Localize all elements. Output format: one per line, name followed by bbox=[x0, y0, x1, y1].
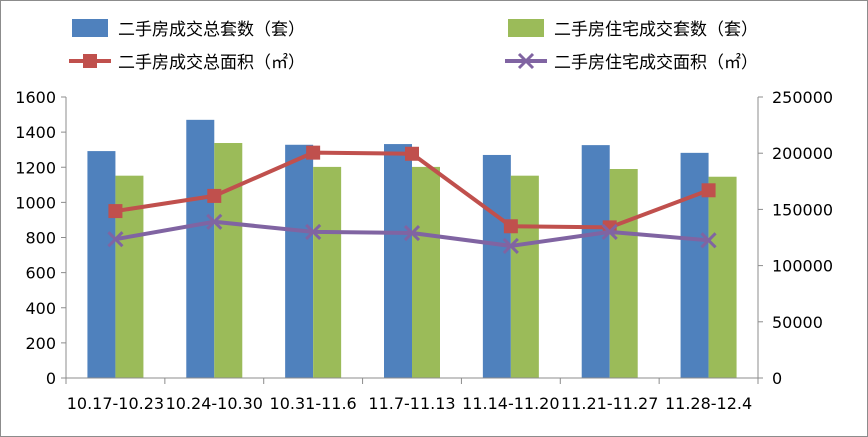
point-total-area-6 bbox=[701, 183, 716, 198]
y-right-tick-label: 200000 bbox=[772, 144, 833, 163]
bar-residential-units-3 bbox=[412, 166, 440, 378]
point-total-area-2 bbox=[306, 145, 321, 160]
y-left-tick-label: 1000 bbox=[15, 193, 56, 212]
bar-total-units-3 bbox=[384, 144, 412, 378]
x-tick-label: 10.31-11.6 bbox=[270, 394, 357, 413]
y-left-tick-label: 400 bbox=[25, 299, 56, 318]
y-left-tick-label: 600 bbox=[25, 264, 56, 283]
y-left-tick-label: 800 bbox=[25, 229, 56, 248]
bars bbox=[87, 119, 737, 379]
bar-residential-units-2 bbox=[313, 166, 342, 378]
bar-total-units-2 bbox=[285, 144, 314, 378]
legend-swatch bbox=[72, 19, 108, 37]
point-residential-area-0 bbox=[107, 231, 124, 248]
legend: 二手房成交总套数（套） 二手房住宅成交套数（套） 二手房成交总面积（㎡） 二手房住宅成… bbox=[69, 19, 758, 73]
y-right-tick-label: 100000 bbox=[772, 257, 833, 276]
y-left-tick-label: 1600 bbox=[15, 88, 56, 107]
y-right-tick-label: 50000 bbox=[772, 313, 823, 332]
point-total-area-3 bbox=[405, 146, 419, 161]
bar-residential-units-1 bbox=[214, 143, 243, 378]
lines bbox=[107, 145, 717, 254]
point-residential-area-1 bbox=[206, 213, 223, 230]
y-left-tick-label: 0 bbox=[46, 369, 56, 388]
point-residential-area-6 bbox=[700, 232, 717, 249]
bar-residential-units-6 bbox=[708, 176, 737, 378]
legend-label: 二手房住宅成交套数（套） bbox=[554, 20, 758, 40]
legend-swatch bbox=[508, 19, 544, 37]
y-right-tick-label: 250000 bbox=[772, 88, 833, 107]
point-residential-area-2 bbox=[305, 223, 322, 240]
x-tick-label: 10.17-10.23 bbox=[67, 394, 164, 413]
point-total-area-1 bbox=[207, 188, 222, 203]
point-total-area-0 bbox=[108, 204, 123, 219]
y-right-tick-label: 150000 bbox=[772, 200, 833, 219]
bar-total-units-5 bbox=[581, 145, 610, 378]
bar-total-units-0 bbox=[87, 151, 116, 378]
x-tick-label: 11.21-11.27 bbox=[561, 394, 658, 413]
legend-item-0: 二手房成交总套数（套） bbox=[72, 19, 305, 40]
legend-item-3: 二手房住宅成交面积（㎡） bbox=[505, 52, 758, 73]
point-residential-area-5 bbox=[601, 223, 618, 240]
bar-residential-units-4 bbox=[510, 175, 539, 378]
x-tick-label: 11.14-11.20 bbox=[462, 394, 559, 413]
x-tick-label: 10.24-10.30 bbox=[166, 394, 263, 413]
legend-swatch bbox=[69, 54, 111, 68]
axes: 0 200 400 600 800 1000 1200 1400 1600 0 50000 10000… bbox=[15, 88, 833, 413]
legend-label: 二手房成交总面积（㎡） bbox=[118, 53, 305, 73]
point-total-area-4 bbox=[503, 219, 518, 234]
x-tick-label: 11.28-12.4 bbox=[665, 394, 752, 413]
legend-item-2: 二手房成交总面积（㎡） bbox=[69, 53, 305, 73]
legend-label: 二手房住宅成交面积（㎡） bbox=[554, 53, 758, 73]
point-residential-area-4 bbox=[502, 237, 519, 254]
y-left-tick-label: 1400 bbox=[15, 123, 56, 142]
legend-label: 二手房成交总套数（套） bbox=[118, 20, 305, 40]
point-residential-area-3 bbox=[403, 224, 421, 242]
x-tick-label: 11.7-11.13 bbox=[368, 394, 455, 413]
legend-item-1: 二手房住宅成交套数（套） bbox=[508, 19, 758, 40]
y-left-tick-label: 200 bbox=[25, 334, 56, 353]
bar-total-units-4 bbox=[482, 154, 511, 378]
bar-residential-units-5 bbox=[609, 169, 638, 378]
y-left-tick-label: 1200 bbox=[15, 158, 56, 177]
legend-swatch bbox=[505, 52, 547, 70]
y-right-tick-label: 0 bbox=[772, 369, 782, 388]
bar-total-units-1 bbox=[186, 119, 215, 379]
